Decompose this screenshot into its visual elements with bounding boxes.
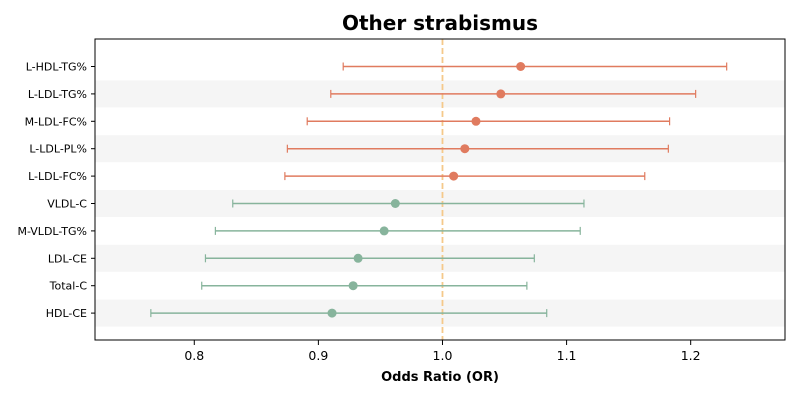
estimate-point	[348, 281, 358, 291]
x-tick-label: 0.8	[184, 348, 204, 363]
estimate-point	[516, 62, 526, 71]
y-tick-label: L-LDL-PL%	[29, 143, 87, 156]
x-tick-label: 1.1	[557, 348, 577, 363]
estimate-point	[496, 89, 506, 99]
estimate-point	[390, 199, 400, 208]
x-tick-label: 1.2	[681, 348, 701, 363]
y-ticks: L-HDL-TG% L-LDL-TG% M-LDL-FC% L-LDL-PL% L-LD…	[17, 61, 95, 320]
y-tick-label: HDL-CE	[46, 307, 87, 320]
estimate-point	[460, 144, 470, 154]
y-tick-label: L-LDL-FC%	[28, 170, 87, 183]
estimate-point	[449, 171, 459, 181]
y-tick-label: M-LDL-FC%	[25, 115, 87, 128]
y-tick-label: L-HDL-TG%	[26, 61, 87, 74]
y-tick-label: M-VLDL-TG%	[17, 225, 87, 238]
y-tick-label: LDL-CE	[48, 252, 87, 265]
x-axis-label: Odds Ratio (OR)	[381, 370, 499, 385]
chart-title: Other strabismus	[342, 11, 538, 35]
y-tick-label: VLDL-C	[47, 198, 87, 211]
estimate-point	[327, 308, 337, 318]
estimate-point	[379, 226, 389, 236]
x-tick-label: 1.0	[433, 348, 453, 363]
x-tick-label: 0.9	[308, 348, 328, 363]
axes	[94, 38, 786, 341]
y-tick-label: Total-C	[49, 280, 88, 293]
estimate-point	[471, 116, 481, 126]
estimate-marks	[150, 62, 728, 318]
x-ticks: 0.8 0.9 1.0 1.1 1.2	[184, 340, 701, 363]
y-tick-label: L-LDL-TG%	[28, 88, 87, 101]
plot-frame	[94, 38, 786, 341]
estimate-point	[353, 253, 363, 263]
